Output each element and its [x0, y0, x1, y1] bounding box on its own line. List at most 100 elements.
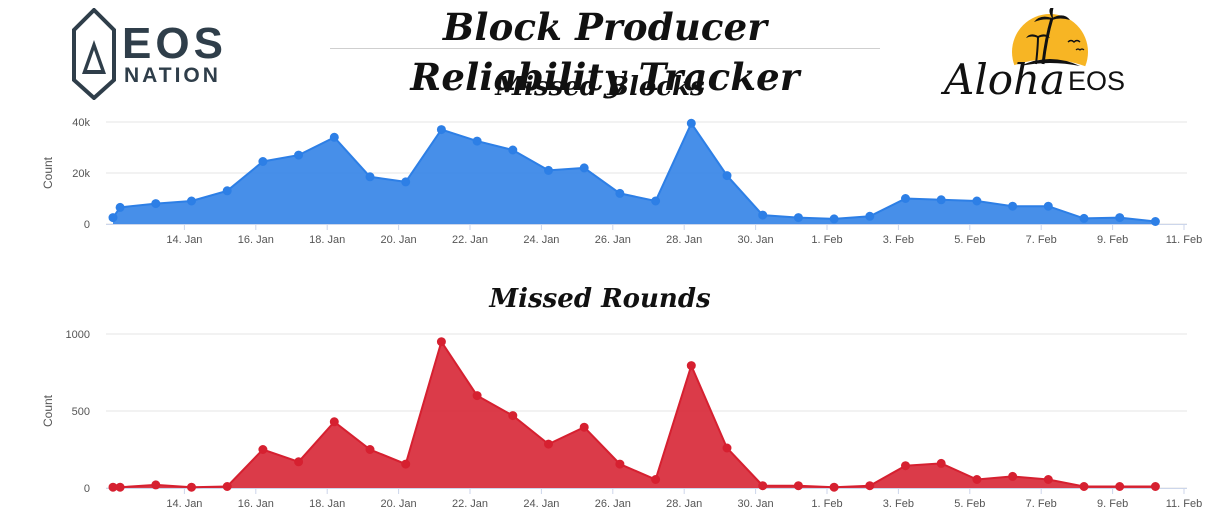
- data-point[interactable]: [365, 445, 375, 454]
- x-tick-label: 11. Feb: [1166, 234, 1203, 246]
- data-point[interactable]: [1115, 213, 1125, 223]
- data-point[interactable]: [1150, 217, 1160, 226]
- data-point[interactable]: [401, 177, 411, 187]
- data-point[interactable]: [1008, 471, 1018, 481]
- x-tick-label: 14. Jan: [166, 498, 202, 510]
- chart-title-missed-blocks: Missed Blocks: [495, 72, 705, 102]
- x-tick-label: 16. Jan: [238, 234, 274, 246]
- y-tick-label: 1000: [66, 329, 90, 341]
- data-point[interactable]: [793, 481, 803, 491]
- data-point[interactable]: [579, 163, 589, 173]
- logo-eos-word: EOS: [1068, 66, 1125, 96]
- data-point[interactable]: [972, 475, 982, 484]
- data-point[interactable]: [651, 196, 661, 206]
- missed-blocks-chart: 0 20k 40k Count 14. Jan 16. Jan 18. Jan 20. Jan…: [41, 117, 1203, 246]
- y-axis-title: Count: [41, 394, 55, 427]
- data-point[interactable]: [115, 482, 125, 492]
- data-point[interactable]: [722, 443, 732, 453]
- data-point[interactable]: [686, 118, 696, 128]
- data-point[interactable]: [1115, 482, 1125, 491]
- data-point[interactable]: [793, 213, 803, 223]
- y-tick-label: 20k: [72, 168, 90, 180]
- data-point[interactable]: [329, 417, 339, 427]
- x-tick-label: 28. Jan: [666, 234, 702, 246]
- data-point[interactable]: [472, 136, 482, 146]
- data-point[interactable]: [1079, 482, 1089, 491]
- data-point[interactable]: [615, 188, 625, 198]
- data-point[interactable]: [472, 391, 482, 401]
- data-point[interactable]: [686, 361, 696, 371]
- data-point[interactable]: [544, 165, 553, 175]
- data-point[interactable]: [615, 459, 625, 469]
- x-tick-label: 9. Feb: [1097, 498, 1128, 510]
- title-divider: [330, 48, 880, 49]
- data-point[interactable]: [115, 202, 125, 212]
- data-point[interactable]: [151, 480, 161, 490]
- data-point[interactable]: [187, 196, 196, 206]
- page-title: Block Producer Reliability Tracker: [410, 5, 800, 99]
- x-tick-label: 22. Jan: [452, 234, 488, 246]
- data-point[interactable]: [901, 461, 910, 471]
- data-point[interactable]: [936, 458, 946, 468]
- x-tick-label: 3. Feb: [883, 498, 914, 510]
- data-point[interactable]: [329, 132, 339, 142]
- data-point[interactable]: [722, 171, 732, 181]
- x-tick-label: 26. Jan: [595, 498, 631, 510]
- series-area: [113, 341, 1156, 488]
- data-point[interactable]: [294, 150, 304, 160]
- data-point[interactable]: [758, 481, 768, 491]
- y-axis-title: Count: [41, 156, 55, 189]
- data-point[interactable]: [187, 482, 196, 492]
- aloha-eos-logo: Aloha EOS: [940, 8, 1125, 100]
- data-point[interactable]: [365, 172, 375, 182]
- data-point[interactable]: [222, 186, 232, 196]
- x-tick-label: 20. Jan: [381, 234, 417, 246]
- x-tick-label: 5. Feb: [954, 498, 985, 510]
- x-tick-label: 7. Feb: [1026, 234, 1057, 246]
- data-point[interactable]: [508, 411, 518, 421]
- data-point[interactable]: [651, 475, 661, 484]
- y-tick-label: 500: [72, 406, 90, 418]
- x-tick-label: 7. Feb: [1026, 498, 1057, 510]
- data-point[interactable]: [436, 125, 446, 135]
- data-point[interactable]: [544, 439, 553, 449]
- bird-icon: [1067, 39, 1081, 43]
- x-tick-label: 20. Jan: [381, 498, 417, 510]
- series-area: [113, 123, 1156, 224]
- data-point[interactable]: [222, 482, 232, 491]
- x-tick-label: 30. Jan: [738, 498, 774, 510]
- x-tick-label: 18. Jan: [309, 498, 345, 510]
- data-point[interactable]: [865, 481, 875, 491]
- x-tick-label: 14. Jan: [166, 234, 202, 246]
- x-tick-label: 24. Jan: [523, 234, 559, 246]
- data-point[interactable]: [258, 157, 268, 166]
- data-point[interactable]: [294, 457, 304, 467]
- x-tick-label: 28. Jan: [666, 498, 702, 510]
- x-tick-label: 18. Jan: [309, 234, 345, 246]
- x-tick-label: 3. Feb: [883, 234, 914, 246]
- x-tick-label: 1. Feb: [811, 234, 842, 246]
- data-point[interactable]: [829, 214, 839, 224]
- x-tick-label: 9. Feb: [1097, 234, 1128, 246]
- data-point[interactable]: [829, 482, 839, 492]
- data-point[interactable]: [401, 459, 411, 469]
- data-point[interactable]: [1043, 201, 1053, 211]
- data-point[interactable]: [1150, 482, 1160, 491]
- data-point[interactable]: [579, 422, 589, 432]
- data-point[interactable]: [108, 213, 118, 223]
- data-point[interactable]: [972, 196, 982, 206]
- data-point[interactable]: [258, 445, 268, 454]
- data-point[interactable]: [758, 210, 768, 220]
- data-point[interactable]: [1079, 213, 1089, 223]
- island-icon: [1020, 59, 1080, 66]
- logo-nation-text: NATION: [124, 64, 221, 87]
- data-point[interactable]: [1008, 201, 1018, 211]
- data-point[interactable]: [151, 199, 161, 209]
- eos-nation-emblem-icon: [72, 8, 116, 100]
- data-point[interactable]: [901, 194, 910, 203]
- data-point[interactable]: [1043, 475, 1053, 484]
- data-point[interactable]: [508, 145, 518, 155]
- data-point[interactable]: [936, 195, 946, 205]
- data-point[interactable]: [865, 211, 875, 221]
- data-point[interactable]: [436, 337, 446, 347]
